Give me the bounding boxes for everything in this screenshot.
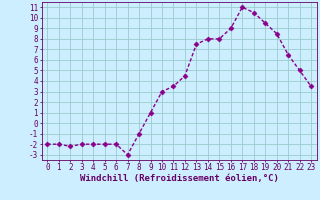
X-axis label: Windchill (Refroidissement éolien,°C): Windchill (Refroidissement éolien,°C) <box>80 174 279 183</box>
